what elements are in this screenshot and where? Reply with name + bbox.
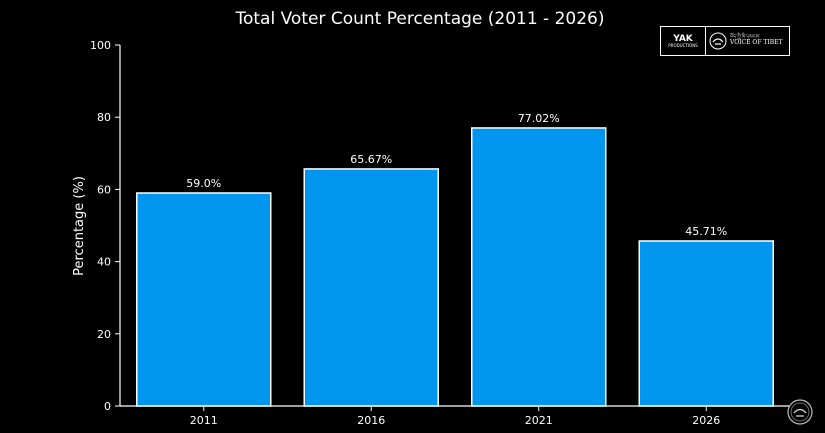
- bar-data-label: 59.0%: [186, 177, 221, 190]
- logo-box: YAK PRODUCTIONS བོད་ཀྱི་མི་དམངས་ VOICE O…: [660, 26, 790, 56]
- y-tick-label: 80: [97, 111, 111, 124]
- bar: [303, 168, 439, 407]
- bar-data-label: 65.67%: [350, 153, 392, 166]
- bar: [638, 240, 774, 407]
- bar: [471, 127, 607, 407]
- x-tick-label: 2026: [692, 414, 720, 427]
- bar-data-label: 77.02%: [518, 112, 560, 125]
- chart-title: Total Voter Count Percentage (2011 - 202…: [235, 9, 605, 29]
- x-tick-label: 2016: [357, 414, 385, 427]
- yak-logo-subtext: PRODUCTIONS: [668, 42, 698, 48]
- y-tick-label: 40: [97, 256, 111, 269]
- x-tick-label: 2021: [525, 414, 553, 427]
- vot-script-text: བོད་ཀྱི་མི་དམངས་: [730, 33, 760, 40]
- yak-logo-text: YAK: [673, 33, 693, 44]
- y-tick-label: 0: [104, 400, 111, 413]
- y-tick-label: 60: [97, 183, 111, 196]
- bar-data-label: 45.71%: [685, 225, 727, 238]
- bar: [136, 192, 272, 407]
- yak-emblem-icon: [709, 32, 727, 50]
- y-tick-label: 20: [97, 328, 111, 341]
- y-axis-label: Percentage (%): [72, 176, 87, 276]
- voice-of-tibet-logo: བོད་ཀྱི་མི་དམངས་ VOICE OF TIBET: [706, 32, 789, 50]
- y-tick-label: 100: [90, 39, 111, 52]
- vot-name-text: VOICE OF TIBET: [730, 39, 783, 47]
- x-tick-label: 2011: [190, 414, 218, 427]
- plot-area: 0 20 40 60 80 100 2011 59.0% 2016 65.67% 2021 77.02…: [90, 39, 790, 427]
- voice-of-tibet-emblem-icon: [787, 399, 813, 425]
- yak-productions-logo: YAK PRODUCTIONS: [661, 27, 706, 55]
